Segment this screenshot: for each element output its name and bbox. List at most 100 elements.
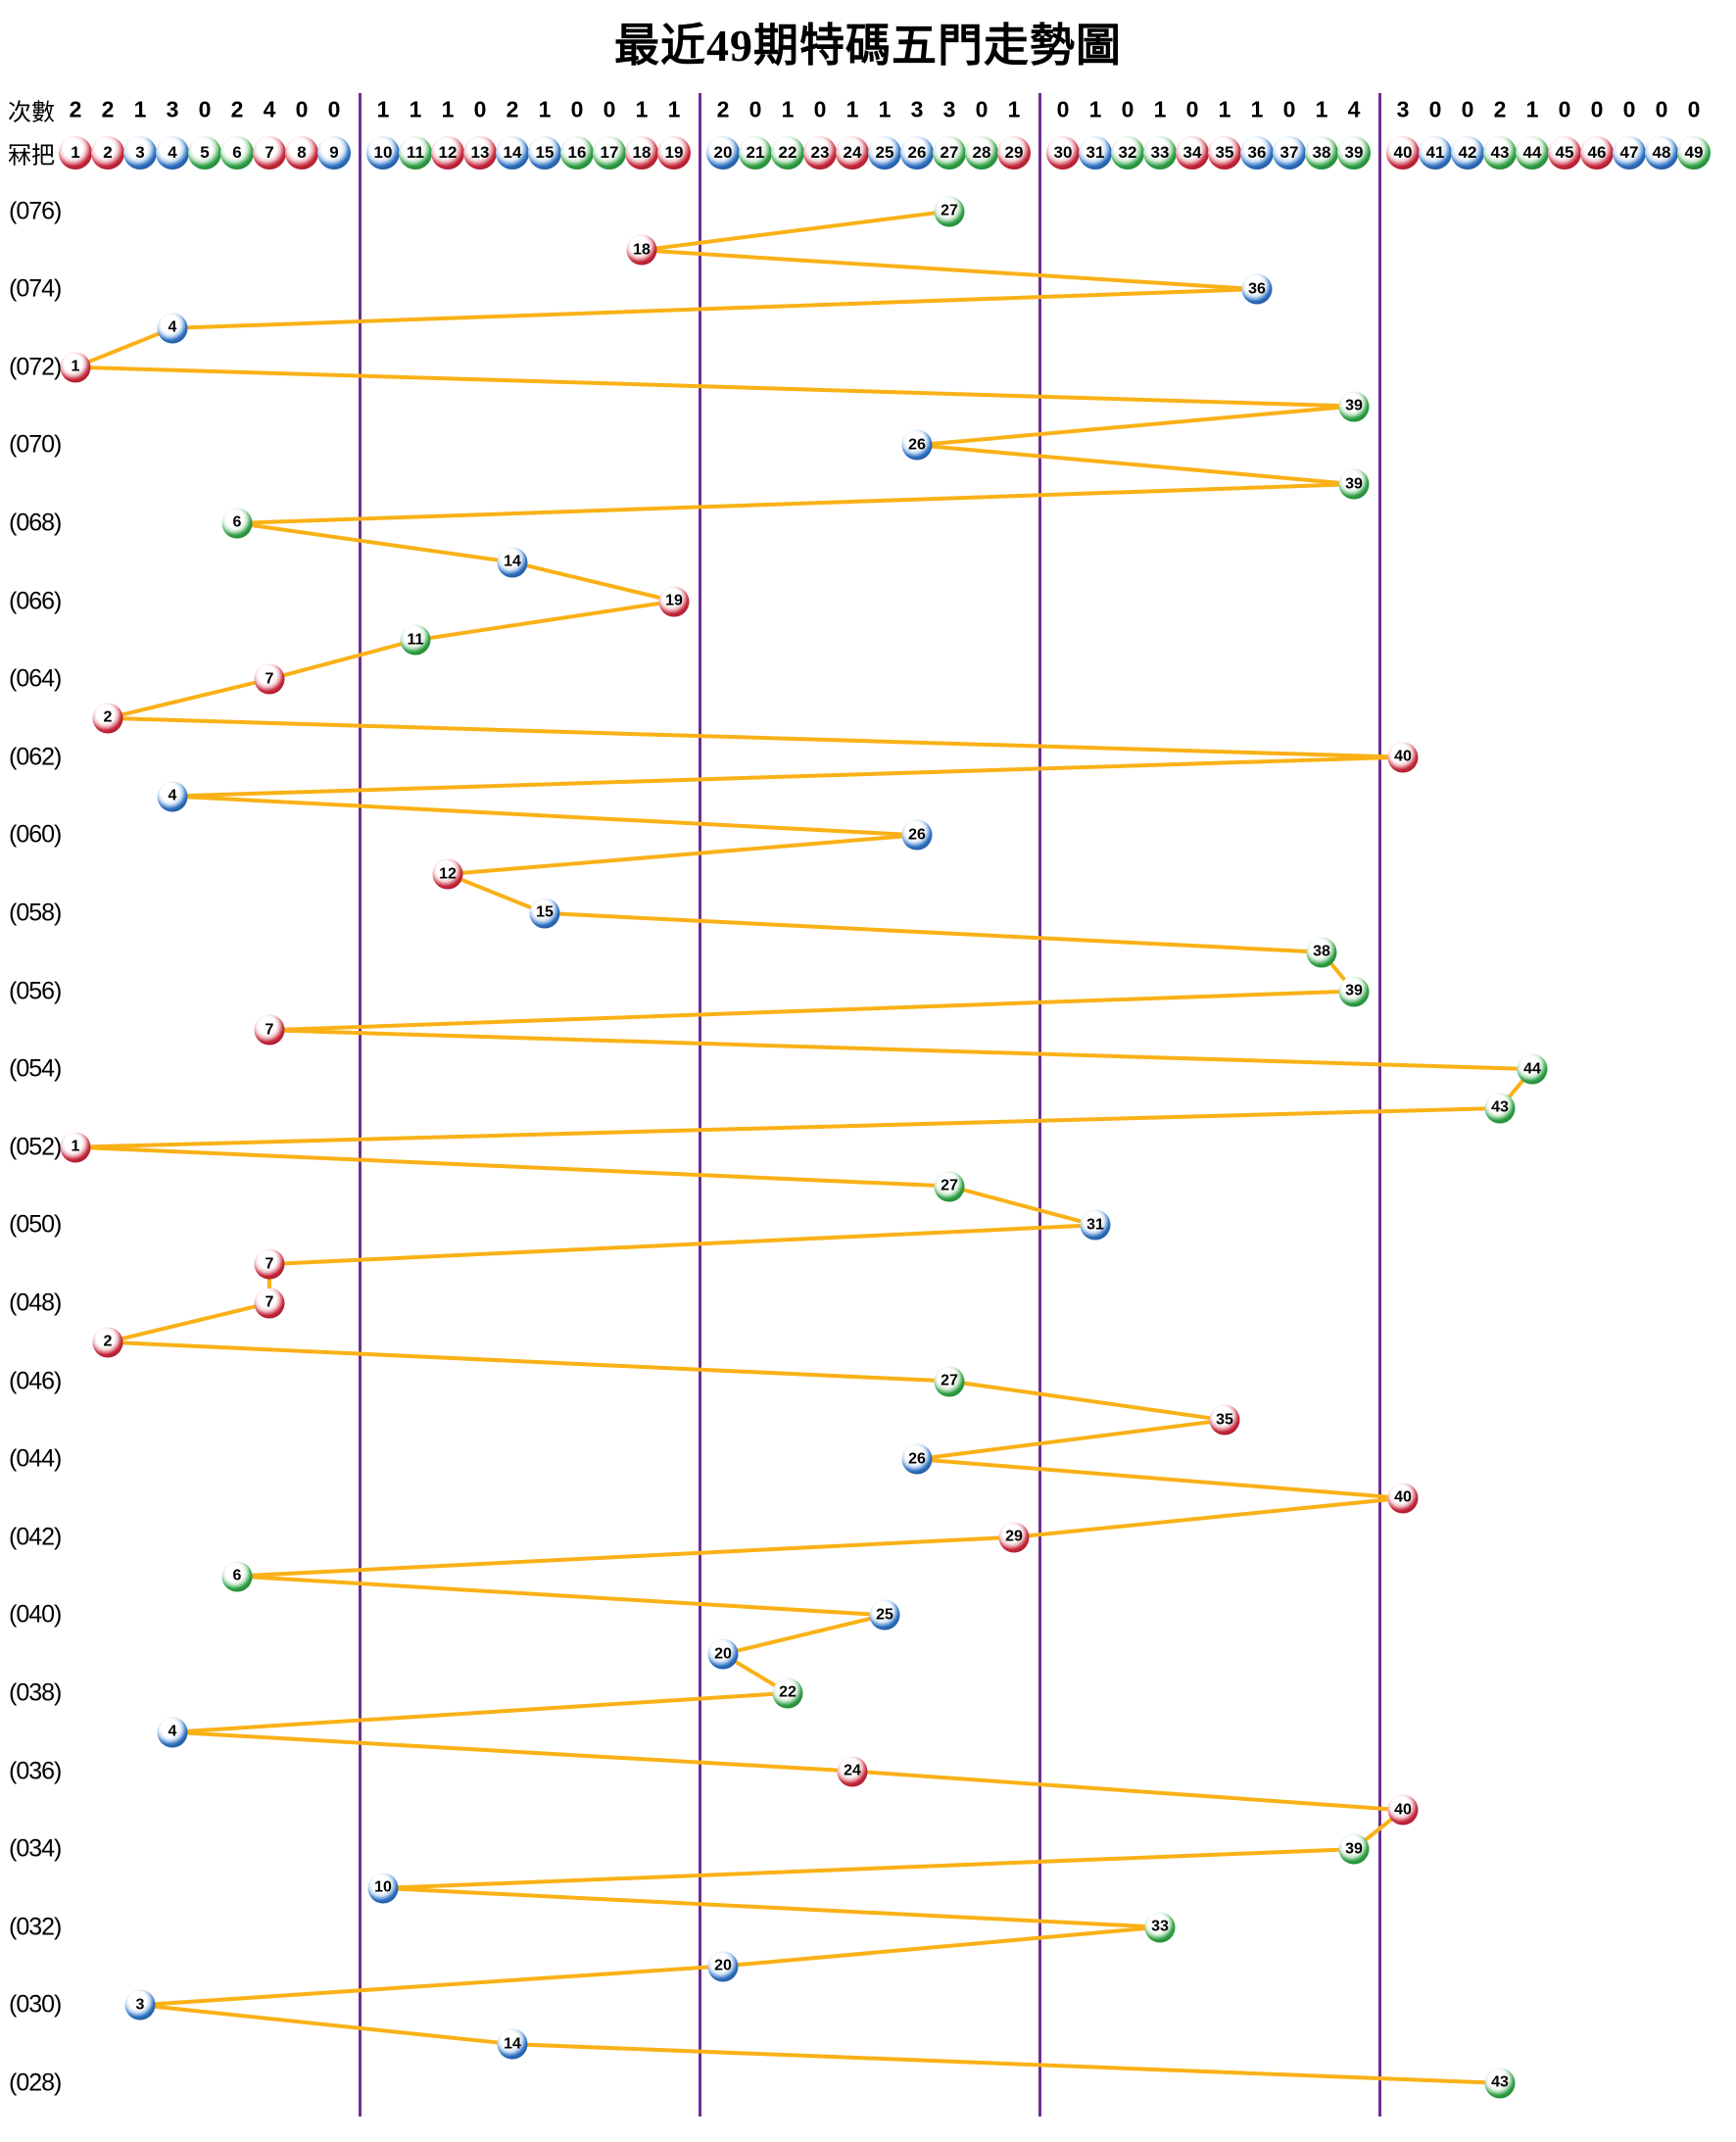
header-ball-23: 23 — [803, 136, 837, 170]
header-ball-49: 49 — [1677, 136, 1711, 170]
count-col-28: 0 — [975, 96, 989, 122]
count-col-45: 0 — [1558, 96, 1571, 122]
header-ball-2: 2 — [91, 136, 124, 170]
header-ball-1: 1 — [59, 136, 92, 170]
numbers-row-label: 冧把 — [8, 142, 55, 170]
chart-ball-period-51: 27 — [934, 1171, 965, 1201]
chart-ball-period-52: 1 — [60, 1132, 91, 1163]
chart-ball-period-56: 39 — [1338, 976, 1370, 1006]
count-col-31: 1 — [1088, 96, 1102, 122]
count-col-23: 0 — [813, 96, 827, 122]
chart-ball-period-72: 1 — [60, 352, 91, 383]
chart-ball-period-38: 22 — [772, 1678, 803, 1709]
header-ball-6: 6 — [220, 136, 254, 170]
count-col-39: 4 — [1347, 96, 1361, 122]
count-col-8: 0 — [295, 96, 309, 122]
header-ball-7: 7 — [253, 136, 286, 170]
chart-ball-period-36: 24 — [837, 1756, 868, 1786]
period-label-36: (036) — [9, 1757, 62, 1784]
chart-ball-period-63: 2 — [92, 703, 123, 734]
count-col-27: 3 — [942, 96, 956, 122]
count-col-6: 2 — [230, 96, 244, 122]
header-ball-43: 43 — [1483, 136, 1517, 170]
header-ball-33: 33 — [1143, 136, 1177, 170]
group-divider — [699, 93, 701, 2117]
header-ball-39: 39 — [1337, 136, 1371, 170]
chart-ball-period-58: 15 — [529, 898, 560, 929]
count-col-38: 1 — [1315, 96, 1328, 122]
period-label-60: (060) — [9, 820, 62, 849]
period-label-70: (070) — [9, 430, 62, 459]
chart-ball-period-66: 19 — [658, 586, 690, 616]
chart-ball-period-46: 27 — [934, 1366, 965, 1396]
period-label-58: (058) — [9, 899, 62, 927]
period-label-62: (062) — [9, 743, 62, 771]
period-label-42: (042) — [9, 1523, 62, 1551]
chart-ball-period-31: 20 — [707, 1951, 739, 1981]
count-col-3: 1 — [133, 96, 147, 122]
count-col-46: 0 — [1590, 96, 1604, 122]
count-col-41: 0 — [1428, 96, 1442, 122]
chart-ball-period-74: 36 — [1241, 273, 1273, 305]
header-ball-5: 5 — [188, 136, 221, 170]
chart-ball-period-62: 40 — [1387, 742, 1419, 773]
chart-ball-period-67: 14 — [497, 547, 528, 578]
count-col-25: 1 — [878, 96, 892, 122]
count-col-33: 1 — [1153, 96, 1167, 122]
count-col-34: 0 — [1185, 96, 1199, 122]
count-col-5: 0 — [198, 96, 212, 122]
count-col-47: 0 — [1622, 96, 1636, 122]
count-col-44: 1 — [1525, 96, 1539, 122]
header-ball-10: 10 — [366, 136, 400, 170]
header-ball-28: 28 — [965, 136, 998, 170]
chart-ball-period-57: 38 — [1306, 937, 1337, 968]
period-label-28: (028) — [9, 2069, 62, 2097]
chart-ball-period-61: 4 — [157, 781, 188, 811]
count-col-10: 1 — [376, 96, 390, 122]
group-divider — [359, 93, 362, 2117]
count-col-48: 0 — [1655, 96, 1668, 122]
chart-ball-period-43: 40 — [1387, 1483, 1419, 1514]
period-label-48: (048) — [9, 1289, 62, 1317]
count-col-17: 0 — [603, 96, 616, 122]
period-label-40: (040) — [9, 1600, 62, 1629]
count-col-20: 2 — [716, 96, 730, 122]
chart-ball-period-37: 4 — [157, 1717, 188, 1748]
header-ball-21: 21 — [739, 136, 772, 170]
header-ball-4: 4 — [156, 136, 189, 170]
chart-ball-period-49: 7 — [254, 1248, 285, 1280]
header-ball-20: 20 — [706, 136, 740, 170]
chart-ball-period-39: 20 — [707, 1638, 739, 1670]
header-ball-41: 41 — [1419, 136, 1452, 170]
chart-ball-period-34: 39 — [1338, 1833, 1370, 1865]
chart-ball-period-48: 7 — [254, 1288, 285, 1319]
header-ball-3: 3 — [123, 136, 157, 170]
header-ball-25: 25 — [868, 136, 901, 170]
header-ball-19: 19 — [657, 136, 691, 170]
count-col-26: 3 — [910, 96, 924, 122]
count-col-13: 0 — [473, 96, 487, 122]
header-ball-48: 48 — [1645, 136, 1678, 170]
period-label-30: (030) — [9, 1990, 62, 2019]
period-label-38: (038) — [9, 1679, 62, 1707]
period-label-64: (064) — [9, 664, 62, 693]
count-col-7: 4 — [263, 96, 276, 122]
chart-ball-period-70: 26 — [901, 429, 933, 461]
period-label-46: (046) — [9, 1367, 62, 1394]
count-col-30: 0 — [1056, 96, 1070, 122]
header-ball-9: 9 — [317, 136, 351, 170]
header-ball-31: 31 — [1079, 136, 1112, 170]
count-col-12: 1 — [441, 96, 455, 122]
count-col-16: 0 — [570, 96, 584, 122]
header-ball-40: 40 — [1386, 136, 1420, 170]
chart-ball-period-42: 29 — [998, 1522, 1030, 1553]
count-col-42: 0 — [1461, 96, 1474, 122]
chart-ball-period-53: 43 — [1484, 1093, 1516, 1124]
header-ball-22: 22 — [771, 136, 804, 170]
chart-ball-period-45: 35 — [1209, 1404, 1240, 1436]
header-ball-16: 16 — [560, 136, 594, 170]
chart-ball-period-73: 4 — [157, 313, 188, 344]
chart-ball-period-30: 3 — [124, 1989, 156, 2020]
